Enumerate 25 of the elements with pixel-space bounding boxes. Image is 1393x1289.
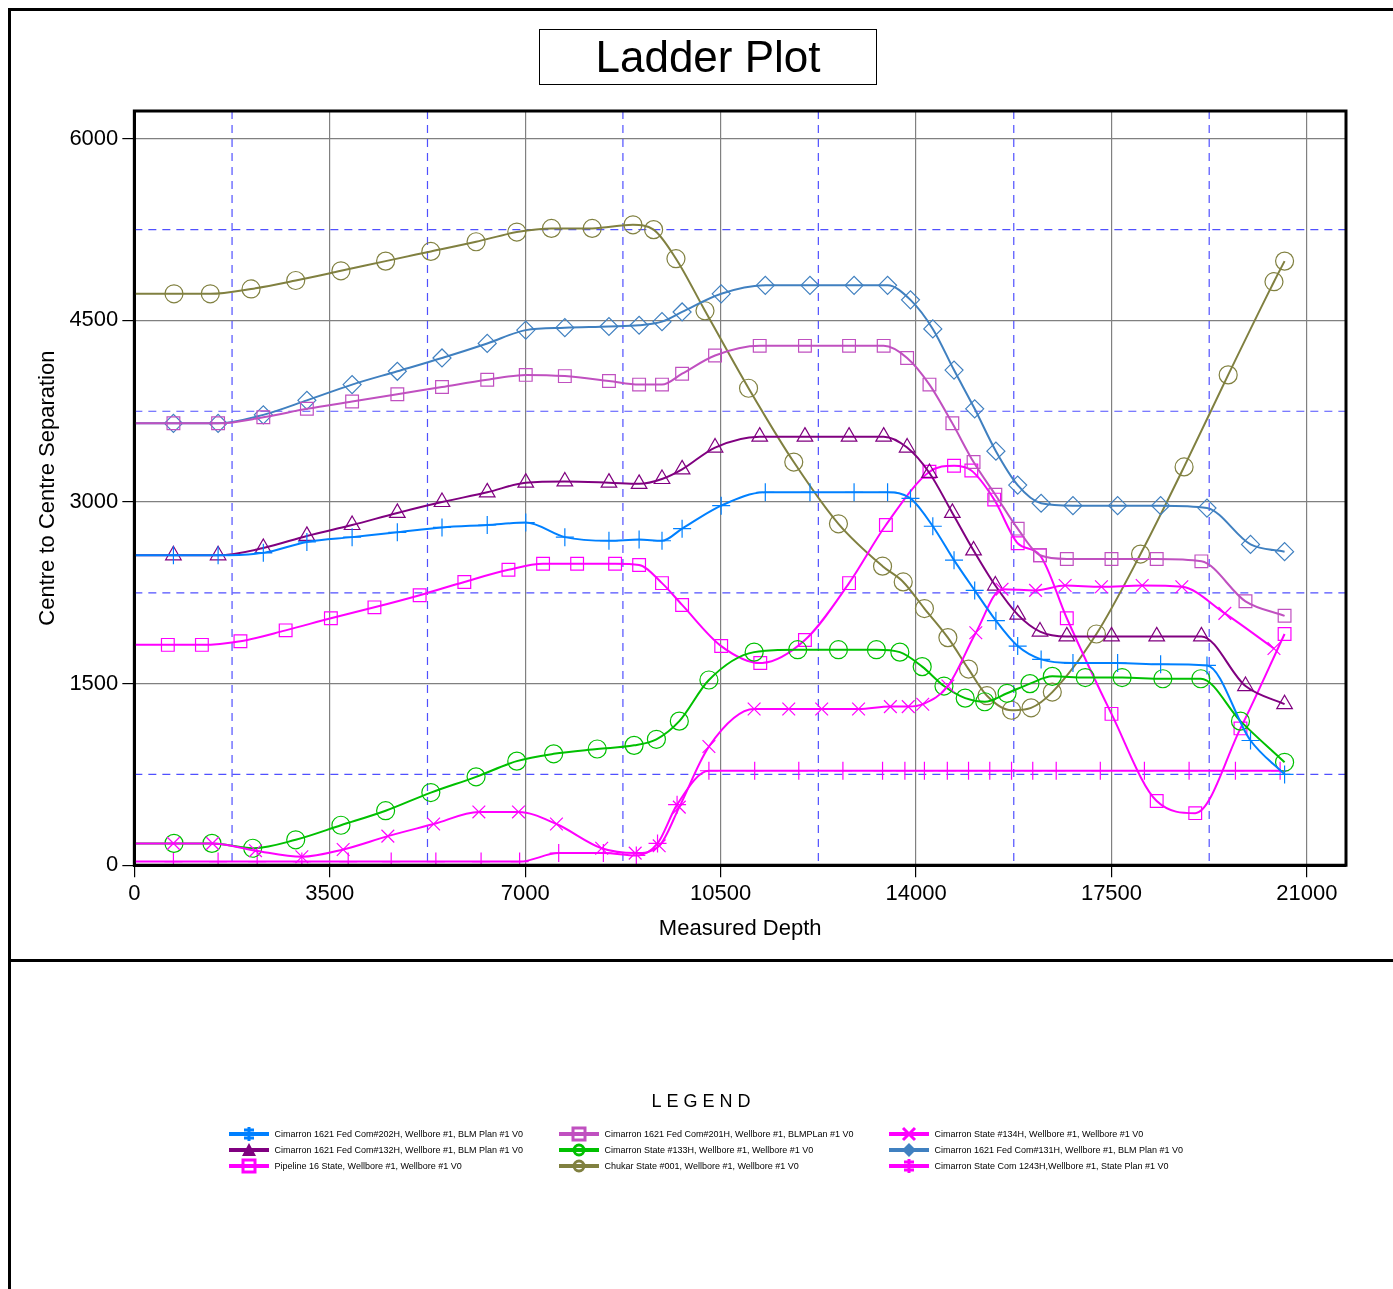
x-tick-label: 0 (128, 880, 141, 906)
x-tick-label: 10500 (690, 880, 752, 906)
legend-label: Cimarron State #134H, Wellbore #1, Wellbore #1 V0 (934, 1129, 1144, 1139)
y-tick-label: 4500 (69, 306, 119, 332)
x-tick-label: 14000 (885, 880, 947, 906)
legend-label: Cimarron 1621 Fed Com#201H, Wellbore #1, BLMPLan #1 V0 (604, 1129, 854, 1139)
legend-label: Cimarron 1621 Fed Com#202H, Wellbore #1, BLM Plan #1 V0 (274, 1129, 523, 1139)
legend-label: Chukar State #001, Wellbore #1, Wellbore #1 V0 (604, 1161, 799, 1171)
y-tick-label: 6000 (69, 124, 119, 150)
legend-label: Pipeline 16 State, Wellbore #1, Wellbore #1 V0 (274, 1161, 462, 1171)
legend-title: LEGEND (650, 1091, 757, 1112)
legend-label: Cimarron State Com 1243H,Wellbore #1, State Plan #1 V0 (934, 1161, 1169, 1171)
y-tick-label: 1500 (69, 669, 119, 695)
x-tick-label: 3500 (305, 880, 355, 906)
chart-title: Ladder Plot (539, 29, 877, 85)
legend-label: Cimarron 1621 Fed Com#132H, Wellbore #1, BLM Plan #1 V0 (274, 1145, 523, 1155)
x-tick-label: 17500 (1080, 880, 1143, 906)
y-tick-label: 3000 (69, 488, 119, 514)
x-tick-label: 7000 (500, 880, 550, 906)
legend-label: Cimarron State #133H, Wellbore #1, Wellbore #1 V0 (604, 1145, 814, 1155)
legend-label: Cimarron 1621 Fed Com#131H, Wellbore #1, BLM Plan #1 V0 (934, 1145, 1183, 1155)
x-axis-title: Measured Depth (658, 914, 822, 940)
y-tick-label: 0 (106, 851, 119, 877)
x-tick-label: 21000 (1276, 880, 1338, 906)
y-axis-title: Centre to Centre Separation (34, 350, 60, 626)
